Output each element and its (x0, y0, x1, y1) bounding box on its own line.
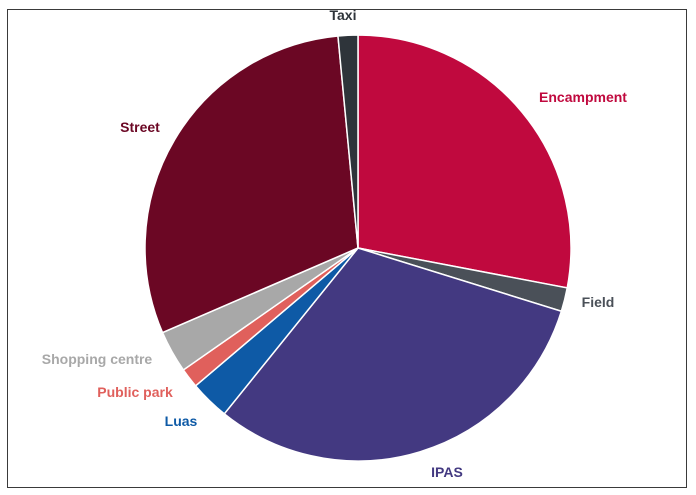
slice-label-encampment: Encampment (539, 89, 627, 105)
pie-slice-taxi (337, 34, 359, 249)
slice-label-street: Street (120, 119, 160, 135)
slice-label-public-park: Public park (97, 384, 173, 400)
pie-slice-street (144, 35, 359, 334)
pie-slice-ipas (223, 247, 563, 462)
slice-label-luas: Luas (165, 413, 198, 429)
slice-label-field: Field (582, 294, 615, 310)
pie-slice-encampment (357, 34, 572, 289)
slice-label-shopping-centre: Shopping centre (42, 351, 153, 367)
slice-label-ipas: IPAS (431, 464, 463, 480)
slice-label-taxi: Taxi (330, 7, 357, 23)
